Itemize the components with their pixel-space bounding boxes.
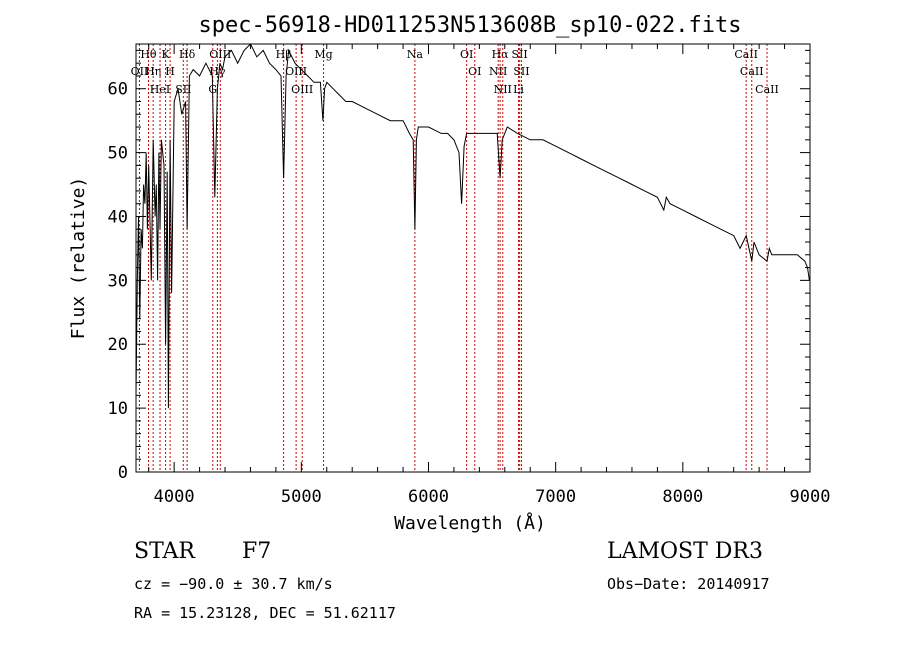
y-tick-label: 60 (108, 80, 128, 100)
annotation-label: OIII (285, 65, 307, 78)
annotation-label: SII (513, 65, 529, 78)
x-tick-label: 5000 (281, 487, 322, 507)
y-axis: 0 10 20 30 40 50 60 (108, 49, 810, 483)
annotation-label: Hη (145, 65, 161, 78)
annotation-label: HeI (150, 83, 170, 96)
x-tick-label: 6000 (408, 487, 449, 507)
annotation-label: Hδ (179, 48, 196, 61)
annotation-label: OIII (291, 83, 313, 96)
annotation-label: NII (489, 65, 507, 78)
y-tick-label: 0 (118, 463, 128, 483)
survey-name: LAMOST DR3 (607, 539, 763, 564)
coordinates: RA = 15.23128, DEC = 51.62117 (134, 604, 396, 622)
annotation-label: H (165, 65, 175, 78)
x-tick-label: 7000 (535, 487, 576, 507)
x-tick-label: 8000 (662, 487, 703, 507)
annotation-label: OIII (209, 48, 231, 61)
y-tick-label: 30 (108, 271, 128, 291)
annotation-label: OII (131, 65, 149, 78)
annotation-label: SII (512, 48, 528, 61)
y-tick-label: 40 (108, 207, 128, 227)
annotation-label: OI (468, 65, 481, 78)
redshift-velocity: cz = −90.0 ± 30.7 km/s (134, 575, 333, 593)
object-type: STAR (134, 539, 195, 564)
annotation-label: Hβ (276, 48, 292, 61)
spectral-subclass: F7 (242, 539, 272, 564)
annotation-label: Hθ (140, 48, 157, 61)
annotation-label: CaII (734, 48, 758, 61)
x-axis-label: Wavelength (Å) (394, 512, 546, 534)
observation-date: Obs−Date: 20140917 (607, 575, 770, 593)
annotation-label: Hα (492, 48, 510, 61)
y-axis-label: Flux (relative) (68, 177, 89, 340)
y-tick-label: 20 (108, 335, 128, 355)
annotation-label: CaII (740, 65, 764, 78)
x-axis: 4000 5000 6000 7000 8000 9000 (148, 44, 831, 507)
annotation-label: K (162, 48, 171, 61)
annotation-label: OI (460, 48, 473, 61)
annotation-label: NII (494, 83, 512, 96)
chart-title: spec-56918-HD011253N513608B_sp10-022.fit… (198, 13, 741, 38)
annotation-label: Mg (314, 48, 332, 61)
annotation-label: Li (513, 83, 524, 96)
annotation-label: SII (175, 83, 191, 96)
annotation-label: CaII (755, 83, 779, 96)
y-tick-label: 10 (108, 399, 128, 419)
x-tick-label: 4000 (154, 487, 195, 507)
x-tick-label: 9000 (790, 487, 831, 507)
plot-frame (135, 43, 811, 473)
annotation-label: Na (407, 48, 424, 61)
spectrum-series-line (135, 43, 810, 409)
y-tick-label: 50 (108, 144, 128, 164)
